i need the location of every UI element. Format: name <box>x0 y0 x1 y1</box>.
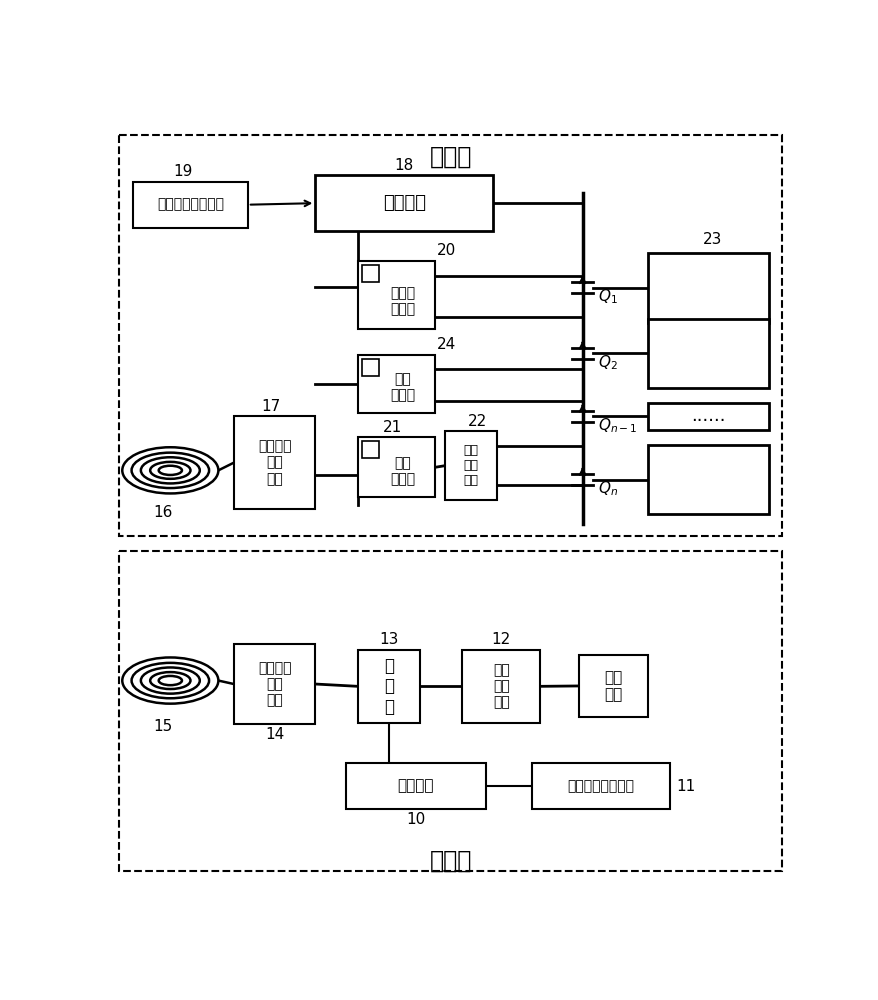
Text: 19: 19 <box>173 164 192 179</box>
Bar <box>119 135 781 536</box>
Ellipse shape <box>140 667 199 694</box>
Text: 第一无线收发装置: 第一无线收发装置 <box>157 198 224 212</box>
Text: $Q_1$: $Q_1$ <box>597 288 617 306</box>
Bar <box>234 644 315 724</box>
Text: 外部
电源: 外部 电源 <box>604 670 622 702</box>
Ellipse shape <box>159 466 182 475</box>
Text: 测阻抗
继电器: 测阻抗 继电器 <box>390 286 415 316</box>
Text: 从控制器: 从控制器 <box>383 194 425 212</box>
Bar <box>532 763 669 809</box>
Bar <box>234 416 315 509</box>
Bar <box>357 650 420 723</box>
Bar <box>444 431 497 500</box>
Text: 车位端: 车位端 <box>429 849 471 873</box>
Text: 23: 23 <box>702 232 722 247</box>
Text: 第一拓扑
补偿
电路: 第一拓扑 补偿 电路 <box>257 439 291 486</box>
Text: 24: 24 <box>436 337 456 352</box>
Bar <box>362 265 378 282</box>
Bar <box>578 655 648 717</box>
Text: 20: 20 <box>436 243 456 258</box>
Bar <box>648 319 767 388</box>
Text: 17: 17 <box>261 399 280 414</box>
Bar <box>362 359 378 376</box>
Text: 11: 11 <box>676 779 694 794</box>
Text: 16: 16 <box>153 505 172 520</box>
Text: 第二
整流
滤波: 第二 整流 滤波 <box>493 663 509 710</box>
Bar <box>648 403 767 430</box>
Ellipse shape <box>132 453 209 488</box>
Ellipse shape <box>122 447 218 493</box>
Bar <box>462 650 539 723</box>
Bar <box>357 355 435 413</box>
Text: 加热
继电器: 加热 继电器 <box>390 372 415 403</box>
Bar <box>133 182 248 228</box>
Text: 15: 15 <box>153 719 172 734</box>
Text: 主控制器: 主控制器 <box>398 779 434 794</box>
Bar <box>315 175 493 231</box>
Ellipse shape <box>159 676 182 685</box>
Text: 第一
整流
滤波: 第一 整流 滤波 <box>463 444 478 487</box>
Ellipse shape <box>122 657 218 704</box>
Bar <box>346 763 486 809</box>
Text: 充电
继电器: 充电 继电器 <box>390 456 415 486</box>
Text: $Q_2$: $Q_2$ <box>597 353 617 372</box>
Bar <box>357 261 435 329</box>
Bar <box>362 441 378 458</box>
Text: 10: 10 <box>406 812 425 827</box>
Ellipse shape <box>140 457 199 483</box>
Text: 第二拓扑
补偿
电路: 第二拓扑 补偿 电路 <box>257 661 291 707</box>
Bar <box>648 253 767 323</box>
Text: 14: 14 <box>264 727 284 742</box>
Bar <box>648 445 767 514</box>
Text: 18: 18 <box>394 158 414 173</box>
Text: 车载端: 车载端 <box>429 145 471 169</box>
Text: 21: 21 <box>383 420 402 435</box>
Text: 22: 22 <box>467 414 486 429</box>
Ellipse shape <box>150 672 191 689</box>
Text: 13: 13 <box>378 632 398 647</box>
Text: $Q_n$: $Q_n$ <box>597 479 617 498</box>
Text: 逆
变
器: 逆 变 器 <box>384 657 393 716</box>
Text: 第二无线收发装置: 第二无线收发装置 <box>567 779 634 793</box>
Ellipse shape <box>132 663 209 698</box>
Text: ......: ...... <box>690 407 725 425</box>
Bar <box>357 437 435 497</box>
Text: 12: 12 <box>491 632 510 647</box>
Text: $Q_{n-1}$: $Q_{n-1}$ <box>597 416 637 435</box>
Ellipse shape <box>150 462 191 479</box>
Bar <box>119 551 781 871</box>
